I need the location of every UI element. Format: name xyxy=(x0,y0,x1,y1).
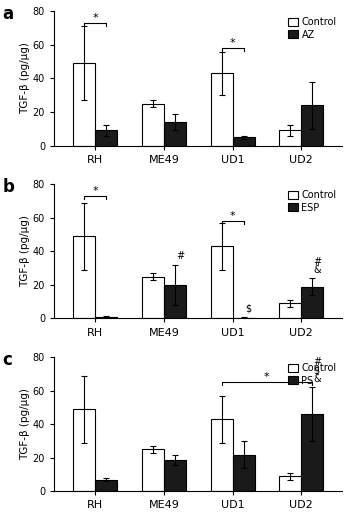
Bar xyxy=(279,131,301,146)
Bar xyxy=(232,455,255,491)
Text: c: c xyxy=(2,350,12,368)
Text: *: * xyxy=(93,186,98,196)
Bar xyxy=(95,480,117,491)
Bar xyxy=(211,246,232,318)
Bar xyxy=(142,449,164,491)
Bar xyxy=(142,277,164,318)
Legend: Control, AZ: Control, AZ xyxy=(287,17,338,41)
Text: #: # xyxy=(176,251,184,262)
Bar xyxy=(73,63,95,146)
Bar xyxy=(142,104,164,146)
Text: *: * xyxy=(93,12,98,23)
Bar xyxy=(301,286,323,318)
Text: #: # xyxy=(314,357,322,367)
Text: $: $ xyxy=(314,366,320,376)
Bar xyxy=(301,414,323,491)
Bar xyxy=(211,420,232,491)
Text: a: a xyxy=(2,5,13,23)
Bar xyxy=(301,105,323,146)
Bar xyxy=(95,131,117,146)
Bar xyxy=(279,303,301,318)
Bar xyxy=(95,317,117,318)
Text: #: # xyxy=(314,256,322,266)
Text: *: * xyxy=(264,372,270,382)
Text: &: & xyxy=(314,374,321,384)
Bar xyxy=(73,409,95,491)
Bar xyxy=(73,236,95,318)
Text: $: $ xyxy=(245,304,251,314)
Text: &: & xyxy=(314,265,321,275)
Bar xyxy=(164,285,186,318)
Text: b: b xyxy=(2,178,14,196)
Bar xyxy=(211,73,232,146)
Bar xyxy=(232,137,255,146)
Y-axis label: TGF-β (pg/μg): TGF-β (pg/μg) xyxy=(20,216,30,287)
Legend: Control, ESP: Control, ESP xyxy=(287,189,338,214)
Y-axis label: TGF-β (pg/μg): TGF-β (pg/μg) xyxy=(20,389,30,460)
Text: *: * xyxy=(230,211,235,221)
Text: *: * xyxy=(230,38,235,48)
Bar xyxy=(164,122,186,146)
Bar xyxy=(279,476,301,491)
Legend: Control, PS: Control, PS xyxy=(287,362,338,386)
Bar xyxy=(164,460,186,491)
Y-axis label: TGF-β (pg/μg): TGF-β (pg/μg) xyxy=(20,42,30,115)
